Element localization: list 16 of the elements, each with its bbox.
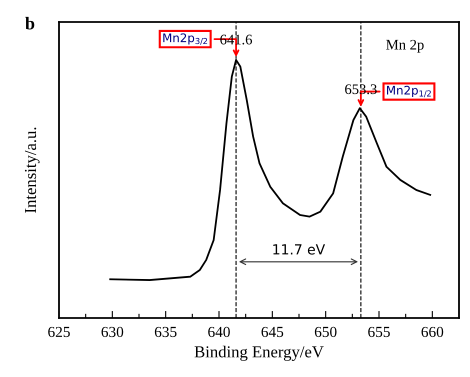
x-axis-title: Binding Energy/eV <box>194 346 324 361</box>
x-tick-label: 635 <box>154 326 177 338</box>
x-tick-label: 650 <box>314 326 337 338</box>
annotation: 11.7 eV <box>273 244 326 255</box>
x-tick-label: 660 <box>422 326 444 338</box>
text: b <box>25 16 34 30</box>
annotation: 653.3 <box>345 84 377 94</box>
x-tick-label: 655 <box>368 326 390 338</box>
y-axis-title: Intensity/a.u. <box>24 128 40 213</box>
text: Mn2p$_{3/2}$ <box>163 33 208 45</box>
x-tick-label: 625 <box>48 326 70 338</box>
x-tick-label: 630 <box>102 326 124 338</box>
x-tick-label: 640 <box>208 326 230 338</box>
annotation: Mn2p$_{1/2}$ <box>387 86 431 98</box>
x-tick-label: 645 <box>262 326 284 338</box>
text: Mn 2p <box>386 40 424 53</box>
